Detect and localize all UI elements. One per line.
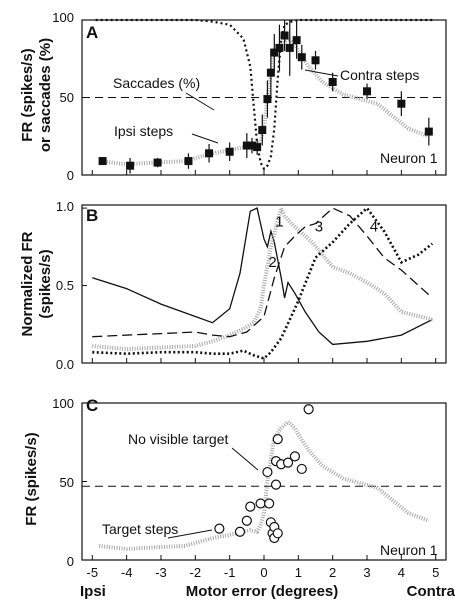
fr-data-point — [297, 53, 306, 62]
no-target-point — [245, 501, 256, 512]
x-tick-label: 4 — [398, 565, 405, 580]
panel-c-ytick: 100 — [52, 396, 74, 411]
no-target-point — [303, 404, 314, 415]
panel-a: A FR (spikes/s) or saccades (%) 100 50 0… — [19, 10, 447, 183]
panel-b: B Normalized FR (spikes/s) 1.0 0.5 0.0 2… — [19, 199, 447, 372]
panel-c-label: C — [86, 396, 98, 415]
series-label: 1 — [275, 214, 283, 231]
x-axis: Ipsi Motor error (degrees) Contra -5 -4 -3… — [80, 565, 456, 600]
panel-a-ylabel-2: or saccades (%) — [37, 38, 54, 152]
fr-mean-curve — [98, 419, 430, 552]
panel-b-ytick: 0.5 — [56, 278, 74, 293]
fr-data-point — [424, 127, 433, 136]
saccade-curve — [95, 18, 433, 171]
fr-data-point — [258, 126, 267, 135]
no-target-point — [262, 466, 273, 478]
fr-data-point — [285, 43, 294, 52]
panel-a-ytick: 0 — [67, 168, 74, 183]
panel-b-frame — [81, 204, 447, 364]
fr-data-point — [247, 141, 256, 150]
panel-c-ytick: 0 — [67, 554, 74, 569]
fr-data-point — [225, 147, 234, 156]
ipsi-steps-annotation: Ipsi steps — [114, 123, 173, 139]
panel-a-label: A — [86, 23, 98, 42]
fr-data-point — [328, 78, 337, 86]
panel-c-ylabel: FR (spikes/s) — [23, 432, 40, 525]
no-target-pointer — [231, 447, 259, 471]
fr-data-point — [242, 141, 251, 150]
panel-c: C FR (spikes/s) 100 50 0 No visible targ… — [23, 396, 447, 569]
x-tick-label: -1 — [224, 565, 236, 580]
x-tick-label: 2 — [329, 565, 336, 580]
x-tick-label: 1 — [295, 565, 302, 580]
x-tick-label: 3 — [363, 565, 370, 580]
x-right-label: Contra — [407, 583, 456, 600]
x-left-label: Ipsi — [80, 583, 106, 600]
neuron-4-curve — [92, 206, 434, 360]
panel-b-ylabel-1: Normalized FR — [19, 231, 36, 336]
no-target-point — [272, 434, 283, 445]
contra-pointer — [304, 69, 339, 77]
no-target-point — [264, 498, 275, 509]
no-target-point — [272, 528, 283, 539]
target-steps-annotation: Target steps — [102, 521, 178, 537]
panel-b-label: B — [86, 206, 98, 225]
x-tick-label: -5 — [87, 565, 99, 580]
fr-data-point — [205, 149, 214, 158]
neuron-2-curve — [92, 207, 433, 346]
no-target-point — [296, 463, 307, 475]
fr-data-point — [126, 161, 135, 170]
panel-c-ytick: 50 — [60, 475, 74, 490]
fr-data-point — [397, 99, 406, 108]
no-target-point — [234, 526, 246, 537]
panel-a-ytick: 100 — [52, 10, 74, 25]
x-tick-label: -2 — [190, 565, 202, 580]
panel-b-ytick: 1.0 — [56, 199, 74, 214]
no-target-point — [270, 479, 282, 490]
neuron-1-curve — [92, 202, 433, 352]
fr-data-point — [311, 56, 320, 65]
fr-data-point — [266, 68, 275, 77]
no-target-point — [214, 523, 225, 534]
saccades-annotation: Saccades (%) — [113, 75, 200, 91]
saccades-pointer — [185, 92, 215, 111]
ipsi-pointer — [191, 133, 219, 144]
x-tick-label: 5 — [432, 565, 439, 580]
contra-steps-annotation: Contra steps — [340, 67, 419, 83]
no-target-point — [282, 457, 294, 468]
x-axis-label: Motor error (degrees) — [186, 583, 339, 600]
no-target-point — [241, 515, 252, 526]
fr-data-point — [280, 31, 289, 40]
fr-data-point — [253, 143, 262, 152]
series-label: 2 — [268, 254, 276, 271]
fr-data-point — [270, 48, 279, 57]
no-target-annotation: No visible target — [128, 431, 228, 447]
panel-a-ylabel-1: FR (spikes/s) — [19, 48, 36, 141]
fr-data-point — [292, 36, 301, 45]
fr-data-point — [275, 43, 284, 52]
fr-data-point — [153, 158, 162, 167]
fr-data-point — [184, 157, 193, 166]
panel-b-ytick: 0.0 — [56, 357, 74, 372]
fr-data-point — [263, 95, 272, 104]
no-target-point — [255, 498, 266, 509]
neuron-annotation: Neuron 1 — [380, 150, 438, 166]
fr-data-point — [98, 157, 107, 166]
neuron-annotation-c: Neuron 1 — [380, 542, 438, 558]
fr-mean-curve — [98, 35, 430, 167]
x-tick-label: 0 — [260, 565, 267, 580]
no-target-point — [289, 451, 301, 462]
panel-b-ylabel-2: (spikes/s) — [37, 249, 54, 318]
series-label: 3 — [315, 218, 323, 235]
fr-data-point — [363, 87, 372, 96]
x-tick-label: -4 — [121, 565, 133, 580]
panel-a-ytick: 50 — [60, 90, 74, 105]
series-label: 4 — [370, 218, 378, 235]
x-tick-label: -3 — [155, 565, 167, 580]
target-steps-pointer — [167, 529, 213, 539]
